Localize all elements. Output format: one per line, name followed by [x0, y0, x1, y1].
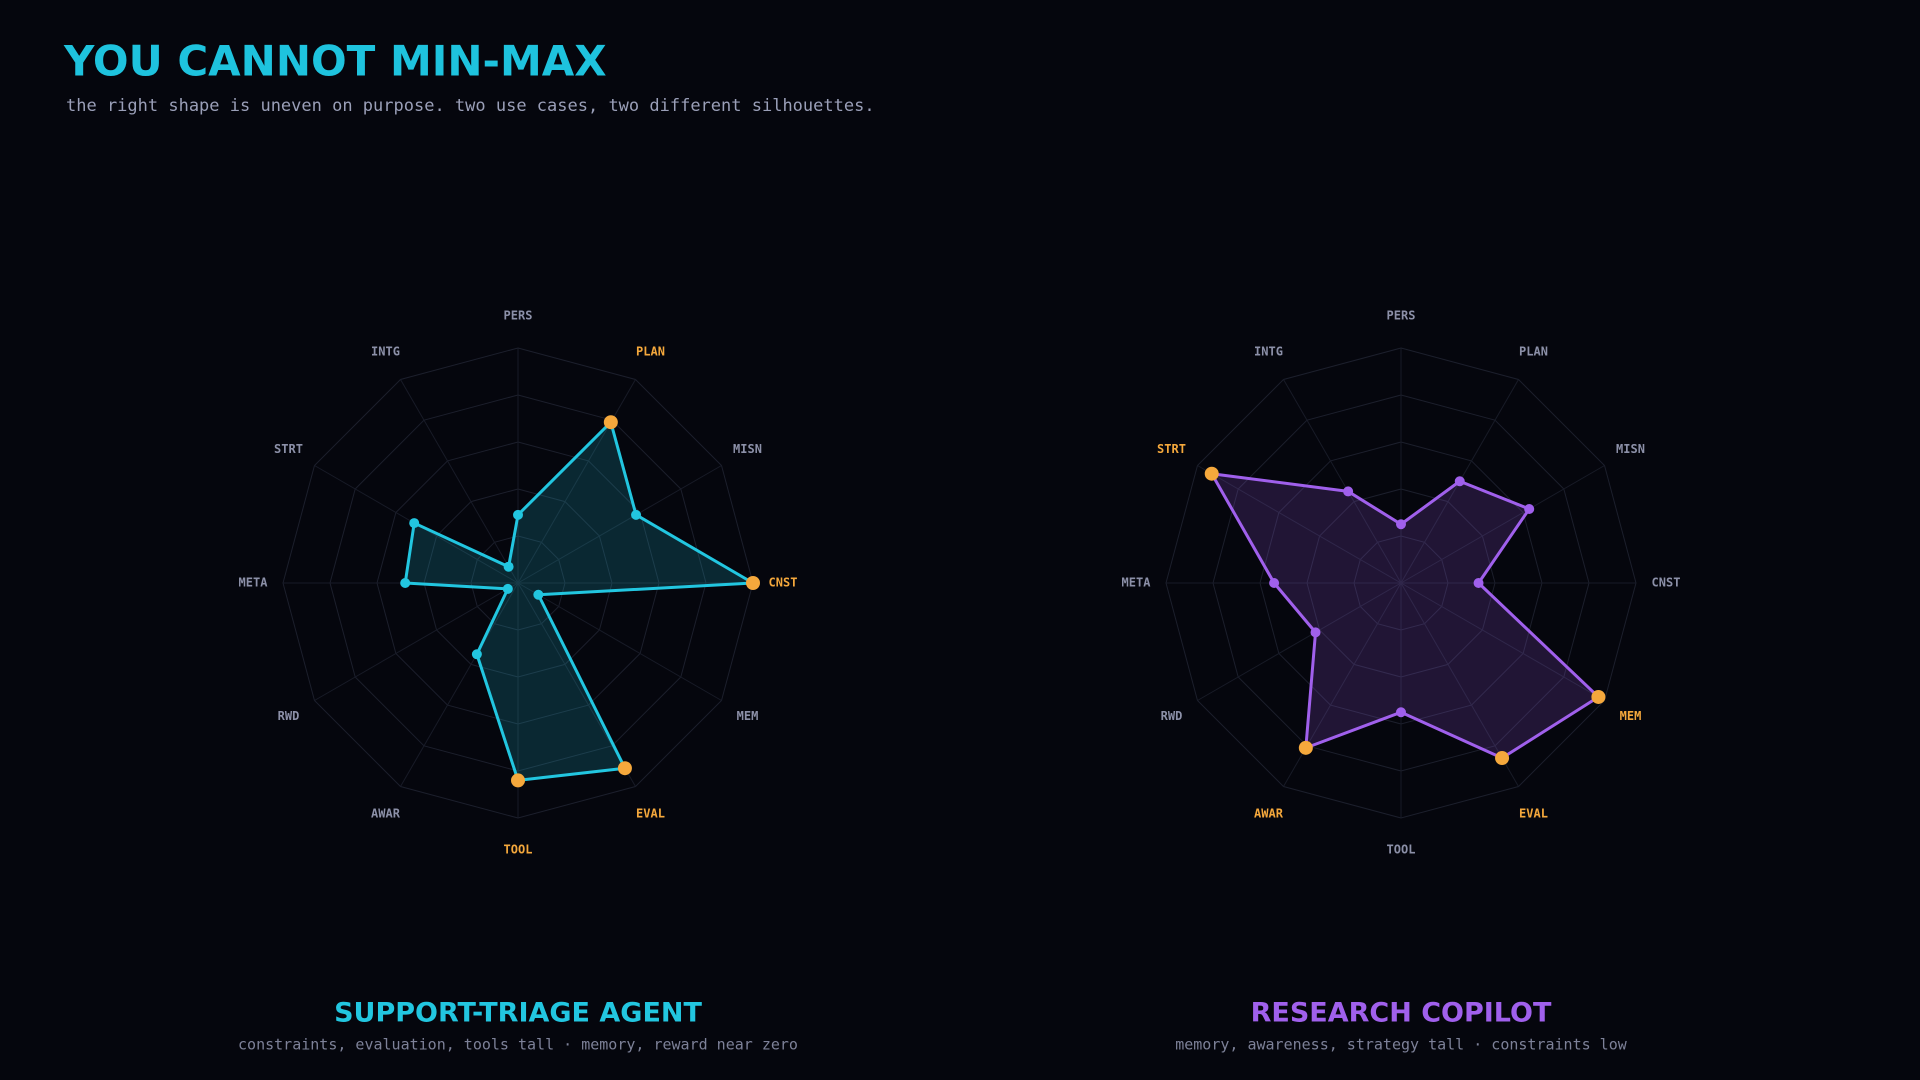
radar-point [631, 509, 642, 520]
axis-label: MEM [1620, 709, 1642, 723]
axis-label: PLAN [1519, 344, 1548, 358]
radar-point [746, 576, 760, 590]
radar-point [1591, 689, 1606, 704]
spoke [400, 379, 519, 584]
axis-label: AWAR [371, 807, 401, 821]
axis-label: META [239, 576, 269, 590]
axis-label: RWD [1161, 709, 1183, 723]
radar-point [1204, 466, 1219, 481]
axis-label: PERS [1387, 309, 1416, 323]
axis-label: TOOL [504, 843, 533, 857]
radar-point [533, 589, 544, 600]
axis-label: INTG [1254, 344, 1283, 358]
radar-point [617, 761, 632, 776]
spoke [517, 582, 722, 701]
radar-point [1298, 740, 1313, 755]
axis-label: TOOL [1387, 843, 1416, 857]
radar-point [409, 518, 420, 529]
radar-point [1310, 627, 1321, 638]
spoke [1197, 465, 1402, 584]
axis-label: RWD [278, 709, 300, 723]
chart-title: RESEARCH COPILOT [1251, 998, 1552, 1029]
spoke [517, 379, 636, 584]
axis-label: CNST [769, 576, 798, 590]
radar-point [471, 649, 482, 660]
spoke [517, 465, 722, 584]
radar-point [511, 773, 525, 788]
axis-label: STRT [274, 442, 303, 456]
axis-label: INTG [371, 344, 400, 358]
radar-point [503, 561, 514, 572]
radar-area [1210, 472, 1600, 760]
chart-subtitle: constraints, evaluation, tools tall · me… [238, 1036, 798, 1054]
axis-label: CNST [1652, 576, 1681, 590]
axis-label: PERS [504, 309, 533, 323]
radar-point [1396, 707, 1406, 718]
spoke [1400, 582, 1605, 701]
radar-point [513, 509, 523, 520]
spoke [1400, 465, 1605, 584]
axis-label: MISN [733, 442, 762, 456]
axis-label: AWAR [1254, 807, 1284, 821]
axis-label: STRT [1157, 442, 1186, 456]
page-subtitle: the right shape is uneven on purpose. tw… [66, 96, 875, 116]
radar-point [1454, 476, 1465, 487]
chart-title: SUPPORT-TRIAGE AGENT [334, 998, 702, 1029]
radar-point [1473, 578, 1484, 588]
radar-point [1343, 486, 1354, 497]
axis-label: MEM [737, 709, 759, 723]
spoke [400, 582, 519, 787]
radar-point [603, 415, 618, 430]
radar-point [1396, 519, 1406, 530]
chart-subtitle: memory, awareness, strategy tall · const… [1175, 1036, 1628, 1054]
axis-label: EVAL [636, 807, 665, 821]
axis-label: META [1122, 576, 1152, 590]
radar-point [1524, 503, 1535, 514]
page-title: YOU CANNOT MIN-MAX [63, 37, 607, 86]
radar-point [400, 578, 411, 588]
spoke [1283, 379, 1402, 584]
radar-point [502, 583, 513, 594]
axis-label: PLAN [636, 344, 665, 358]
spoke [314, 582, 519, 701]
radar-point [1495, 751, 1510, 766]
axis-label: MISN [1616, 442, 1645, 456]
spoke [1197, 582, 1402, 701]
axis-label: EVAL [1519, 807, 1548, 821]
radar-point [1269, 578, 1280, 588]
